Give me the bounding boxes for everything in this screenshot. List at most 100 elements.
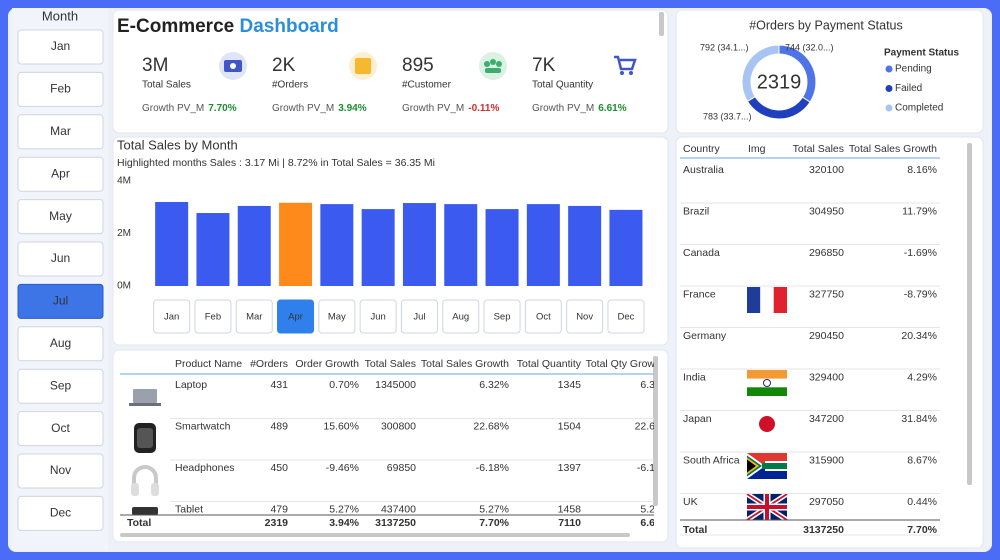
slicer-button[interactable] <box>17 156 104 192</box>
slicer-button[interactable] <box>17 241 104 277</box>
slicer-button[interactable] <box>17 368 104 404</box>
slicer-item[interactable]: Mar <box>50 124 71 138</box>
table-cell: 329400 <box>809 371 844 383</box>
x-tick-label[interactable]: Jan <box>164 312 179 323</box>
category-button[interactable] <box>524 299 562 334</box>
slicer-item[interactable]: Jul <box>53 294 68 308</box>
bar[interactable] <box>361 209 395 286</box>
slicer-item[interactable]: Jun <box>51 251 70 265</box>
title-part: Dashboard <box>240 16 339 37</box>
bar[interactable] <box>526 204 560 286</box>
table-cell: 320100 <box>809 164 844 176</box>
table-cell: 296850 <box>809 247 844 259</box>
category-button[interactable] <box>400 299 438 334</box>
x-tick-label[interactable]: Jul <box>413 312 425 323</box>
x-tick-label[interactable]: Sep <box>494 312 511 323</box>
bar[interactable] <box>237 205 271 286</box>
flag-south-africa <box>747 453 787 479</box>
bar[interactable] <box>444 204 478 286</box>
scrollbar[interactable] <box>120 533 630 537</box>
slicer-button[interactable] <box>17 283 104 319</box>
x-tick-label[interactable]: Nov <box>576 312 593 323</box>
slicer-item[interactable]: Apr <box>51 166 70 180</box>
growth-value: 6.61% <box>598 103 626 114</box>
bar[interactable] <box>196 213 230 286</box>
legend-swatch[interactable] <box>885 104 893 112</box>
bar[interactable] <box>485 209 519 286</box>
total-cell: 7.70% <box>907 524 937 536</box>
table-cell: 347200 <box>809 413 844 425</box>
column-header: Total Quantity <box>517 358 582 370</box>
category-button[interactable] <box>359 299 397 334</box>
legend-label[interactable]: Failed <box>895 83 922 94</box>
category-button[interactable] <box>194 299 232 334</box>
x-tick-label[interactable]: May <box>328 312 346 323</box>
category-button[interactable] <box>607 299 645 334</box>
table-cell: India <box>683 371 706 383</box>
x-tick-label[interactable]: Dec <box>617 312 634 323</box>
category-button[interactable] <box>483 299 521 334</box>
category-button[interactable] <box>153 299 191 334</box>
total-cell: 3.94% <box>329 517 359 529</box>
legend-swatch[interactable] <box>885 85 893 92</box>
slicer-item[interactable]: Jan <box>51 39 70 53</box>
slicer-button[interactable] <box>17 199 104 235</box>
table-cell: 22.6 <box>635 420 656 432</box>
legend-label[interactable]: Completed <box>895 103 943 114</box>
table-cell: Japan <box>683 413 712 425</box>
donut-segment[interactable] <box>741 44 780 103</box>
bar[interactable] <box>609 209 643 286</box>
x-tick-label[interactable]: Aug <box>452 312 469 323</box>
donut-total: 2319 <box>757 71 802 93</box>
bar[interactable] <box>568 205 602 286</box>
category-button[interactable] <box>566 299 604 334</box>
slicer-item[interactable]: Oct <box>51 421 70 435</box>
table-cell: UK <box>683 496 698 508</box>
table-cell: Canada <box>683 247 720 259</box>
x-tick-label[interactable]: Mar <box>246 312 262 323</box>
column-header: Img <box>748 143 766 155</box>
bar[interactable] <box>279 202 313 286</box>
table-cell: 1397 <box>558 462 582 474</box>
category-button[interactable] <box>318 299 356 334</box>
scrollbar[interactable] <box>653 356 658 506</box>
table-cell: 315900 <box>809 454 844 466</box>
data-label: 792 (34.1...) <box>700 42 749 52</box>
y-tick-label: 2M <box>117 228 131 239</box>
legend-label[interactable]: Pending <box>895 64 932 75</box>
slicer-button[interactable] <box>17 29 104 65</box>
x-tick-label[interactable]: Apr <box>288 312 303 323</box>
x-tick-label[interactable]: Feb <box>205 312 221 323</box>
slicer-item[interactable]: Feb <box>50 82 71 96</box>
slicer-button[interactable] <box>17 411 104 447</box>
category-button[interactable] <box>277 299 315 334</box>
slicer-button[interactable] <box>17 114 104 150</box>
slicer-item[interactable]: May <box>49 209 72 223</box>
legend-swatch[interactable] <box>885 65 893 73</box>
slicer-item[interactable]: Sep <box>50 378 72 392</box>
slicer-item[interactable]: Aug <box>50 336 71 350</box>
scrollbar[interactable] <box>967 143 972 485</box>
slicer-button[interactable] <box>17 71 104 107</box>
table-cell: 5.2 <box>640 503 655 515</box>
growth-label: Growth PV_M <box>532 103 594 114</box>
bar[interactable] <box>155 202 189 286</box>
category-button[interactable] <box>235 299 273 334</box>
category-button[interactable] <box>442 299 480 334</box>
kpi-icons <box>219 52 637 80</box>
table-cell: 437400 <box>381 503 416 515</box>
slicer-button[interactable] <box>17 453 104 489</box>
bar[interactable] <box>402 203 436 286</box>
slicer-button[interactable] <box>17 326 104 362</box>
x-tick-label[interactable]: Jun <box>370 312 385 323</box>
slicer-button[interactable] <box>17 495 104 531</box>
kpi-growth: Growth PV_M 6.61% <box>532 103 627 114</box>
slicer-item[interactable]: Dec <box>50 506 71 520</box>
scrollbar[interactable] <box>659 12 664 36</box>
table-cell: 69850 <box>387 462 416 474</box>
bar[interactable] <box>320 204 354 286</box>
x-tick-label[interactable]: Oct <box>536 312 551 323</box>
table-cell: France <box>683 288 716 300</box>
slicer-item[interactable]: Nov <box>50 463 71 477</box>
kpi-value: 895 <box>402 55 434 76</box>
